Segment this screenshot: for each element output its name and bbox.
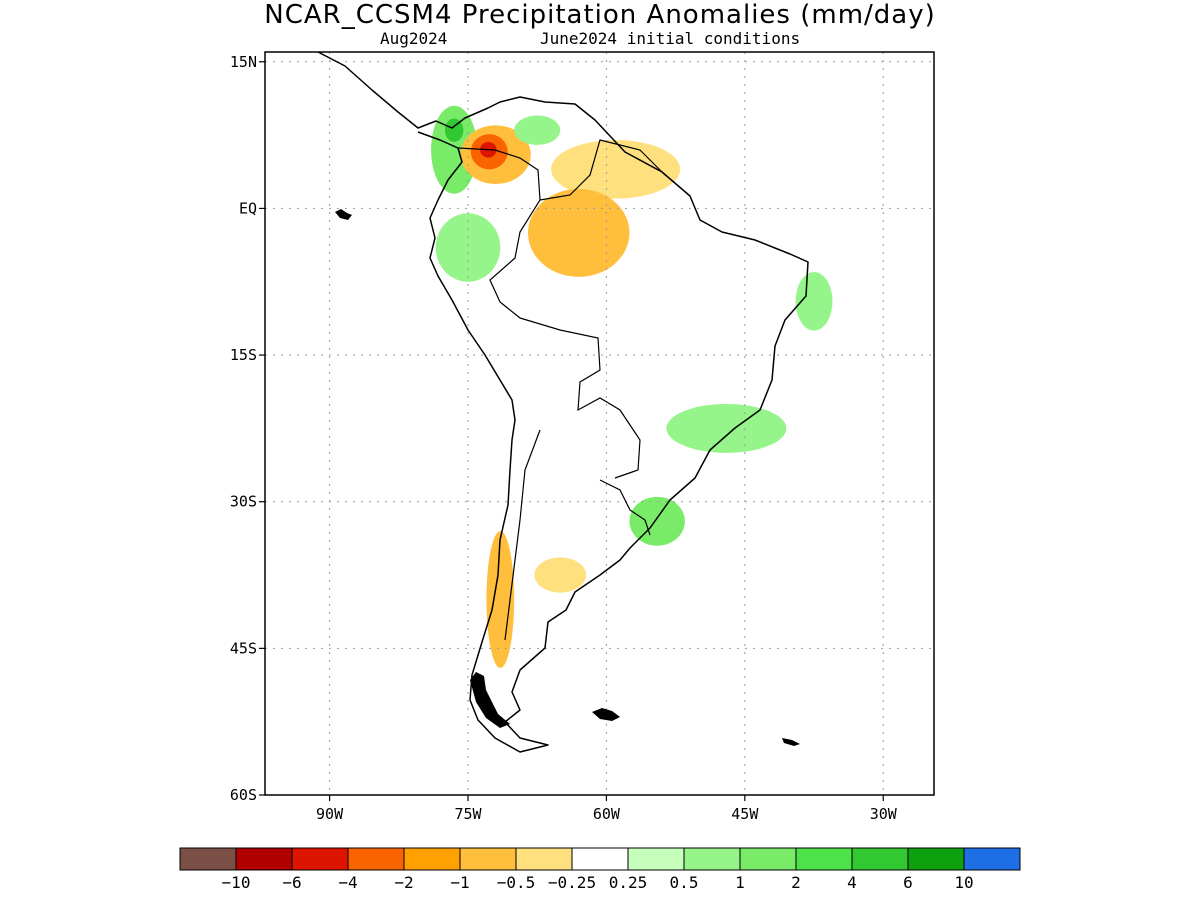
colorbar-swatch [347, 847, 405, 871]
anomaly-guiana-dry [551, 139, 681, 199]
lat-tick-label: 15N [230, 53, 257, 71]
colorbar-label: −6 [282, 873, 301, 892]
axis-layer: 15N EQ 15S 30S 45S 60S 90W 75W 60W 45W 30W [230, 53, 898, 823]
anomaly-brazil-southeast-wet [666, 403, 787, 453]
colorbar-label: −4 [338, 873, 357, 892]
anomaly-andes-dry [486, 531, 515, 668]
colorbar-label: 1 [735, 873, 745, 892]
colorbar-swatch [627, 847, 685, 871]
coastline-layer [317, 52, 809, 753]
colorbar-swatch [851, 847, 909, 871]
colorbar-swatch [795, 847, 853, 871]
colorbar-swatch [571, 847, 629, 871]
falkland-islands [592, 708, 620, 721]
colorbar-swatch [459, 847, 517, 871]
lon-tick-label: 45W [731, 805, 759, 823]
anomaly-venezuela-coast-wet [514, 115, 561, 145]
colorbar-label: 0.5 [670, 873, 699, 892]
galapagos-islands [335, 209, 352, 220]
anomaly-layer [431, 105, 833, 668]
colorbar-label: 4 [847, 873, 857, 892]
colorbar-swatch [683, 847, 741, 871]
lon-tick-label: 60W [593, 805, 621, 823]
colorbar-swatch [235, 847, 293, 871]
lat-tick-label: 15S [230, 346, 257, 364]
lat-tick-label: 45S [230, 639, 257, 657]
anomaly-colombia-wet-core [444, 118, 464, 142]
colorbar-swatch [515, 847, 573, 871]
lat-tick-label: EQ [239, 199, 257, 217]
colorbar-swatch [907, 847, 965, 871]
chile-archipelago [470, 672, 510, 728]
plot-frame [264, 51, 935, 796]
map-title: NCAR_CCSM4 Precipitation Anomalies (mm/d… [264, 0, 936, 30]
anomaly-colombia-wet [431, 105, 478, 194]
colorbar-label: −1 [450, 873, 469, 892]
anomaly-ecuador-peru-wet [435, 213, 501, 282]
colorbar-label: 6 [903, 873, 913, 892]
anomaly-uruguay-wet [629, 496, 685, 546]
lon-tick-label: 30W [870, 805, 898, 823]
colorbar-label: −2 [394, 873, 413, 892]
lon-tick-label: 90W [316, 805, 344, 823]
colorbar-label: −10 [222, 873, 251, 892]
colorbar-swatch [963, 847, 1021, 871]
colorbar-swatch [291, 847, 349, 871]
south-america-coastline [317, 52, 809, 753]
anomaly-brazil-east-wet [795, 271, 833, 331]
colorbar-label: 2 [791, 873, 801, 892]
map-subtitle-month: Aug2024 [380, 29, 448, 48]
map-subtitle-init: June2024 initial conditions [540, 29, 801, 48]
country-borders [457, 139, 666, 641]
colorbar-swatch [739, 847, 797, 871]
colorbar: −10 −6 −4 −2 −1 −0.5 −0.25 0.25 0.5 1 2 4 6 10 [179, 847, 1021, 892]
colorbar-swatch [403, 847, 461, 871]
colorbar-label: −0.25 [548, 873, 596, 892]
anomaly-patagonia-dry [534, 557, 587, 593]
anomaly-amazon-dry [527, 188, 630, 277]
colorbar-label: −0.5 [497, 873, 536, 892]
south-georgia [782, 738, 800, 746]
colorbar-swatch [179, 847, 237, 871]
lon-tick-label: 75W [454, 805, 482, 823]
lat-tick-label: 60S [230, 786, 257, 804]
colorbar-label: 10 [954, 873, 973, 892]
colorbar-label: 0.25 [609, 873, 648, 892]
lat-tick-label: 30S [230, 493, 257, 511]
